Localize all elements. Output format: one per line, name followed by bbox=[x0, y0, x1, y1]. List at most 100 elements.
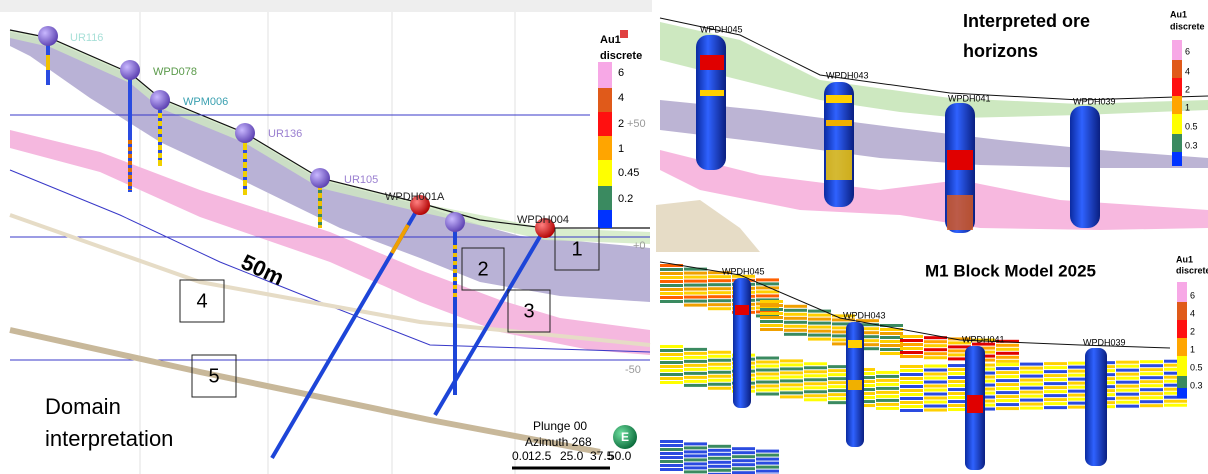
block-model-part bbox=[924, 396, 947, 400]
block-model-part bbox=[1140, 372, 1163, 376]
block-model-part bbox=[660, 345, 683, 348]
collars bbox=[38, 26, 555, 238]
legend-label: 0.3 bbox=[1190, 380, 1203, 390]
block-model-part bbox=[684, 291, 707, 295]
hole-label: UR105 bbox=[344, 174, 378, 186]
block-model-part bbox=[708, 307, 731, 311]
block-model-part bbox=[732, 451, 755, 455]
block-model-part bbox=[1020, 398, 1043, 402]
block-model-part bbox=[760, 312, 783, 315]
block-model-part bbox=[948, 341, 971, 345]
legend-part bbox=[1177, 356, 1187, 376]
block-model-part bbox=[880, 344, 903, 347]
block-model-part bbox=[708, 460, 731, 464]
block-model-part bbox=[660, 276, 683, 279]
block-model-part bbox=[900, 373, 923, 376]
domain-boxes: 1 2 3 4 5 bbox=[179, 227, 600, 398]
domain-boxes-part bbox=[554, 227, 600, 271]
block-model-part bbox=[1164, 371, 1187, 375]
block-model-part bbox=[900, 343, 923, 346]
block-model-part bbox=[732, 463, 755, 467]
cylinders-part bbox=[1085, 348, 1107, 466]
block-model-part bbox=[732, 467, 755, 471]
block-model-part bbox=[996, 347, 1019, 351]
block-model-part bbox=[1044, 394, 1067, 398]
block-model-part bbox=[1140, 384, 1163, 388]
legend-label: 4 bbox=[1185, 66, 1190, 76]
block-model-part bbox=[708, 354, 731, 358]
block-model-part bbox=[996, 391, 1019, 395]
block-model-part bbox=[828, 377, 851, 381]
block-model-part bbox=[804, 378, 827, 382]
block-model-part bbox=[760, 328, 783, 331]
block-model-part bbox=[780, 375, 803, 379]
block-model-part bbox=[832, 314, 855, 318]
block-model-part bbox=[948, 349, 971, 353]
block-model-part bbox=[708, 279, 731, 283]
block-model-part bbox=[660, 353, 683, 356]
legend-part bbox=[1172, 96, 1182, 114]
block-model-part bbox=[1116, 392, 1139, 396]
left-panel-part bbox=[10, 130, 650, 355]
block-model-part bbox=[804, 394, 827, 398]
left-panel-part bbox=[9, 29, 650, 229]
block-model-part bbox=[1140, 404, 1163, 408]
block-model-part bbox=[828, 397, 851, 401]
block-model-part bbox=[996, 375, 1019, 379]
block-model-part bbox=[804, 386, 827, 390]
block-model-part bbox=[684, 470, 707, 474]
cylinders bbox=[696, 35, 1100, 233]
left-panel-part bbox=[0, 0, 652, 12]
domain-boxes-part bbox=[191, 354, 237, 398]
block-model-part bbox=[948, 400, 971, 404]
hole-label: WPDH001A bbox=[385, 191, 445, 203]
block-model-part bbox=[708, 370, 731, 374]
block-model-part bbox=[1044, 362, 1067, 366]
block-model-part bbox=[900, 335, 923, 338]
left-panel-part bbox=[9, 327, 601, 455]
legend-label: 1 bbox=[1190, 344, 1195, 354]
block-model-part bbox=[948, 376, 971, 380]
block-model-part bbox=[660, 268, 683, 271]
block-model-part bbox=[756, 384, 779, 388]
legend-label: 4 bbox=[1190, 308, 1195, 318]
block-model-part bbox=[784, 320, 807, 324]
legend-part: 6 4 2 1 0.5 0.3 bbox=[1190, 290, 1203, 390]
block-model-part bbox=[756, 469, 779, 473]
block-model-part bbox=[756, 310, 779, 314]
block-model-part bbox=[1140, 388, 1163, 392]
compass bbox=[613, 425, 637, 449]
block-model-part bbox=[900, 397, 923, 400]
azimuth: Azimuth 268 bbox=[525, 435, 592, 449]
block-model-part bbox=[1044, 370, 1067, 374]
block-model-part bbox=[828, 381, 851, 385]
block-model-part bbox=[660, 361, 683, 364]
block-model-part bbox=[660, 448, 683, 451]
legend-label: 0.3 bbox=[1185, 140, 1198, 150]
block-model-part bbox=[1164, 359, 1187, 363]
block-model-part bbox=[684, 458, 707, 462]
block-model-part bbox=[924, 376, 947, 380]
block-model-part bbox=[756, 306, 779, 310]
cylinders-part bbox=[733, 278, 751, 408]
block-model-part bbox=[1020, 382, 1043, 386]
panel-title: M1 Block Model 2025 bbox=[925, 261, 1096, 280]
hole-label: UR116 bbox=[70, 32, 103, 44]
block-model-part bbox=[1140, 400, 1163, 404]
block-model-part bbox=[784, 324, 807, 328]
block-model-part bbox=[760, 304, 783, 307]
block-model-part bbox=[924, 380, 947, 384]
block-model-part bbox=[1116, 384, 1139, 388]
block-model-part bbox=[808, 317, 831, 321]
collars-part bbox=[120, 60, 140, 80]
block-model-part bbox=[684, 267, 707, 271]
block-model-part bbox=[756, 461, 779, 465]
block-model-part bbox=[1020, 394, 1043, 398]
block-model-part bbox=[756, 372, 779, 376]
section-lines-part bbox=[9, 169, 651, 353]
block-model-part bbox=[924, 404, 947, 408]
block-model-part bbox=[832, 334, 855, 338]
collars-part bbox=[445, 212, 465, 232]
legend-label: 2 bbox=[1185, 84, 1190, 94]
caption: interpretation bbox=[45, 426, 173, 451]
